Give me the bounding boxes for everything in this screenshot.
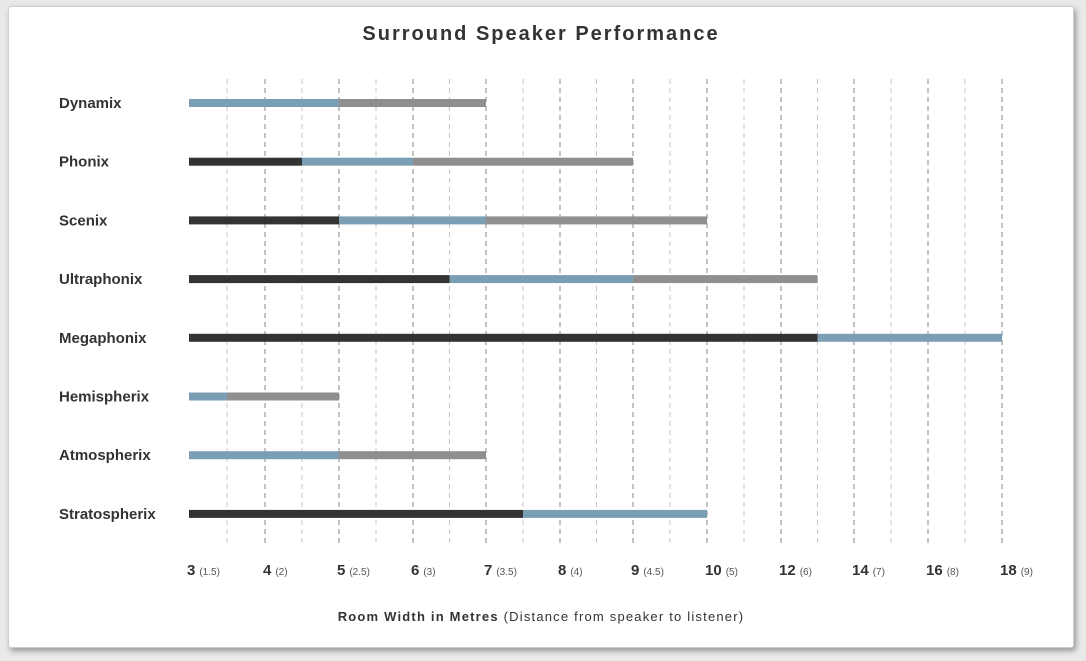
- bar-segment: [189, 333, 818, 342]
- chart-title: Surround Speaker Performance: [362, 23, 720, 45]
- x-tick-label: 7 (3.5): [484, 562, 517, 579]
- bar-segment: [189, 157, 302, 166]
- x-tick-label: 18 (9): [1000, 562, 1033, 579]
- category-label: Hemispherix: [59, 389, 150, 406]
- x-axis-label-sub: (Distance from speaker to listener): [503, 609, 745, 624]
- category-label: Dynamix: [59, 95, 122, 112]
- grid-layer: [226, 79, 1003, 545]
- x-tick-label: 14 (7): [852, 562, 885, 579]
- label-layer: Dynamix Phonix Scenix Ultraphonix Megaphonix…: [59, 95, 156, 523]
- x-tick-label: 9 (4.5): [631, 562, 664, 579]
- category-label: Megaphonix: [59, 330, 147, 347]
- x-tick-label: 4 (2): [263, 562, 288, 579]
- category-label: Scenix: [59, 212, 108, 229]
- bar-segment: [523, 509, 707, 518]
- bar-segment: [189, 451, 339, 460]
- tick-layer: 3 (1.5) 4 (2) 5 (2.5) 6 (3) 7 (3.5) 8 (4) 9 (4.5) 10 (5…: [187, 562, 1033, 579]
- bar-segment: [189, 216, 339, 225]
- bar-segment: [339, 451, 486, 460]
- x-tick-label: 8 (4): [558, 562, 583, 579]
- category-label: Atmospherix: [59, 447, 151, 464]
- bar-segment: [486, 216, 707, 225]
- bar-segment: [817, 333, 1002, 342]
- category-label: Stratospherix: [59, 506, 156, 523]
- bar-segment: [633, 275, 818, 284]
- x-tick-label: 16 (8): [926, 562, 959, 579]
- bar-segment: [227, 392, 339, 401]
- x-tick-label: 3 (1.5): [187, 562, 220, 579]
- category-label: Ultraphonix: [59, 271, 143, 288]
- x-tick-label: 10 (5): [705, 562, 738, 579]
- x-tick-label: 5 (2.5): [337, 562, 370, 579]
- x-axis-label-main: Room Width in Metres: [337, 609, 499, 624]
- x-tick-label: 6 (3): [411, 562, 436, 579]
- chart-card: Surround Speaker Performance Dynamix Phon…: [8, 6, 1074, 648]
- bar-segment: [189, 99, 339, 107]
- bar-segment: [339, 216, 486, 225]
- bar-segment: [189, 275, 450, 284]
- chart-svg: Dynamix Phonix Scenix Ultraphonix Megaphonix…: [59, 79, 1033, 579]
- category-label: Phonix: [59, 154, 110, 171]
- bar-segment: [339, 99, 486, 107]
- bar-segment: [189, 509, 523, 518]
- x-tick-label: 12 (6): [779, 562, 812, 579]
- bar-segment: [189, 392, 227, 401]
- bar-segment: [449, 275, 633, 284]
- bar-segment: [302, 157, 413, 166]
- bar-segment: [413, 157, 633, 166]
- x-axis-label: Room Width in Metres (Distance from spea…: [9, 609, 1073, 624]
- bar-layer: [189, 99, 1002, 518]
